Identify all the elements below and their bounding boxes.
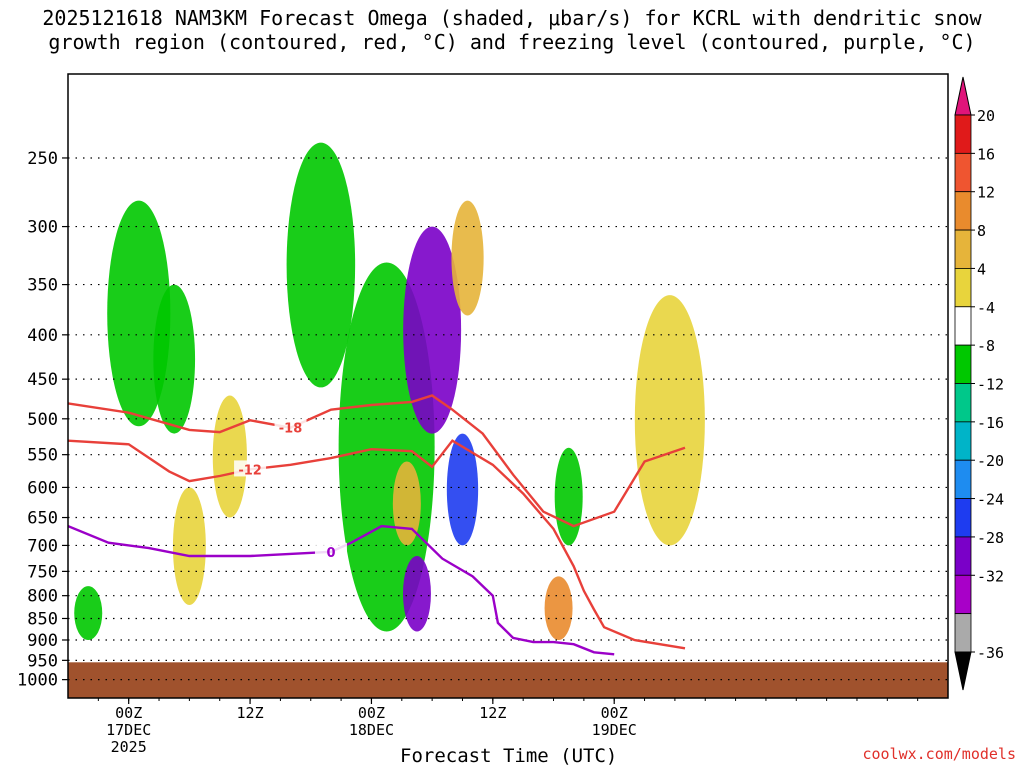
y-tick-label-450: 450 (27, 370, 58, 390)
x-tick-label-3-1: 00Z (358, 704, 385, 722)
contour-1 (68, 394, 686, 528)
contour-2 (68, 439, 686, 650)
y-tick-label-400: 400 (27, 326, 58, 346)
contour-label-bg-1 (274, 418, 307, 435)
contour-label-1: -18 (279, 422, 303, 437)
y-tick-label-900: 900 (27, 631, 58, 651)
omega-blob-13 (544, 576, 573, 640)
colorbar-label-14: -36 (977, 644, 1004, 662)
colorbar-swatch-14 (954, 613, 972, 653)
colorbar-label-7: -8 (977, 337, 995, 355)
omega-blob-5 (74, 586, 103, 640)
chart-title-line-1: 2025121618 NAM3KM Forecast Omega (shaded… (42, 6, 982, 30)
colorbar-swatch-4 (954, 229, 972, 269)
omega-blob-6 (286, 142, 356, 388)
colorbar-label-4: 8 (977, 222, 986, 240)
omega-blob-2 (153, 284, 196, 434)
y-tick-label-650: 650 (27, 509, 58, 529)
y-tick-label-300: 300 (27, 218, 58, 238)
y-tick-label-350: 350 (27, 276, 58, 296)
colorbar-swatch-11 (954, 498, 972, 538)
y-tick-label-850: 850 (27, 609, 58, 629)
y-tick-label-950: 950 (27, 651, 58, 671)
contour-label-2: -12 (238, 463, 262, 478)
colorbar-swatch-6 (954, 306, 972, 346)
contour-label-3: 0 (326, 546, 335, 561)
contour-label-bg-2 (234, 460, 267, 477)
plot-area: -18 -12 0 (68, 142, 948, 698)
ground-surface (68, 662, 948, 698)
colorbar-swatch-1 (954, 114, 972, 154)
contour-label-bg-3 (314, 542, 347, 559)
x-tick-label-1-1: 00Z (115, 704, 142, 722)
colorbar-swatch-7 (954, 344, 972, 384)
x-tick-label-4-1: 12Z (479, 704, 506, 722)
colorbar-label-10: -20 (977, 452, 1004, 470)
colorbar-label-13: -32 (977, 567, 1004, 585)
x-tick-label-1-2: 17DEC (106, 721, 151, 739)
colorbar-swatch-13 (954, 574, 972, 615)
x-tick-label-2-1: 12Z (237, 704, 264, 722)
colorbar-label-2: 16 (977, 145, 995, 163)
colorbar-swatch-8 (954, 383, 972, 423)
colorbar-top-arrow (954, 76, 972, 116)
x-tick-label-5-1: 00Z (601, 704, 628, 722)
colorbar-label-8: -12 (977, 376, 1004, 394)
x-tick-label-5-2: 19DEC (592, 721, 637, 739)
contour-3 (68, 524, 615, 656)
axes: 2503003504004505005506006507007508008509… (17, 73, 949, 756)
source-credit[interactable]: coolwx.com/models (862, 745, 1016, 763)
omega-blob-3 (212, 395, 247, 518)
colorbar-bottom-arrow (954, 651, 972, 691)
y-tick-label-600: 600 (27, 478, 58, 498)
y-tick-label-500: 500 (27, 410, 58, 430)
y-tick-label-550: 550 (27, 446, 58, 466)
colorbar-label-11: -24 (977, 491, 1004, 509)
omega-blob-4 (172, 487, 206, 605)
omega-blob-11 (451, 200, 484, 316)
colorbar-label-3: 12 (977, 184, 995, 202)
omega-blob-10 (392, 461, 421, 546)
colorbar-swatch-12 (954, 536, 972, 576)
omega-blob-9 (402, 556, 431, 632)
colorbar-label-6: -4 (977, 299, 995, 317)
x-axis-title: Forecast Time (UTC) (400, 745, 618, 767)
omega-blob-12 (446, 433, 479, 546)
y-tick-label-250: 250 (27, 149, 58, 169)
omega-blob-14 (554, 447, 583, 546)
colorbar-label-5: 4 (977, 260, 986, 278)
colorbar-label-9: -16 (977, 414, 1004, 432)
chart-title-line-2: growth region (contoured, red, °C) and f… (48, 30, 976, 54)
y-tick-label-750: 750 (27, 562, 58, 582)
x-tick-label-1-3: 2025 (111, 738, 147, 756)
colorbar-swatch-3 (954, 191, 972, 231)
colorbar-swatch-9 (954, 421, 972, 461)
omega-blob-8 (403, 226, 462, 434)
y-tick-label-1000: 1000 (17, 671, 58, 691)
colorbar-label-12: -28 (977, 529, 1004, 547)
plot-content: -18 -12 0 (68, 142, 948, 698)
colorbar-swatch-5 (954, 268, 972, 308)
x-tick-label-3-2: 18DEC (349, 721, 394, 739)
y-tick-label-700: 700 (27, 536, 58, 556)
y-tick-label-800: 800 (27, 587, 58, 607)
colorbar-label-1: 20 (977, 107, 995, 125)
omega-blob-15 (634, 295, 705, 546)
colorbar-swatch-10 (954, 459, 972, 499)
colorbar: 20 16 12 8 4 -4 -8 -12 -16 -20 -24 -28 -32 -36 (954, 76, 1004, 691)
colorbar-swatch-2 (954, 152, 972, 193)
plot-frame (67, 73, 949, 699)
